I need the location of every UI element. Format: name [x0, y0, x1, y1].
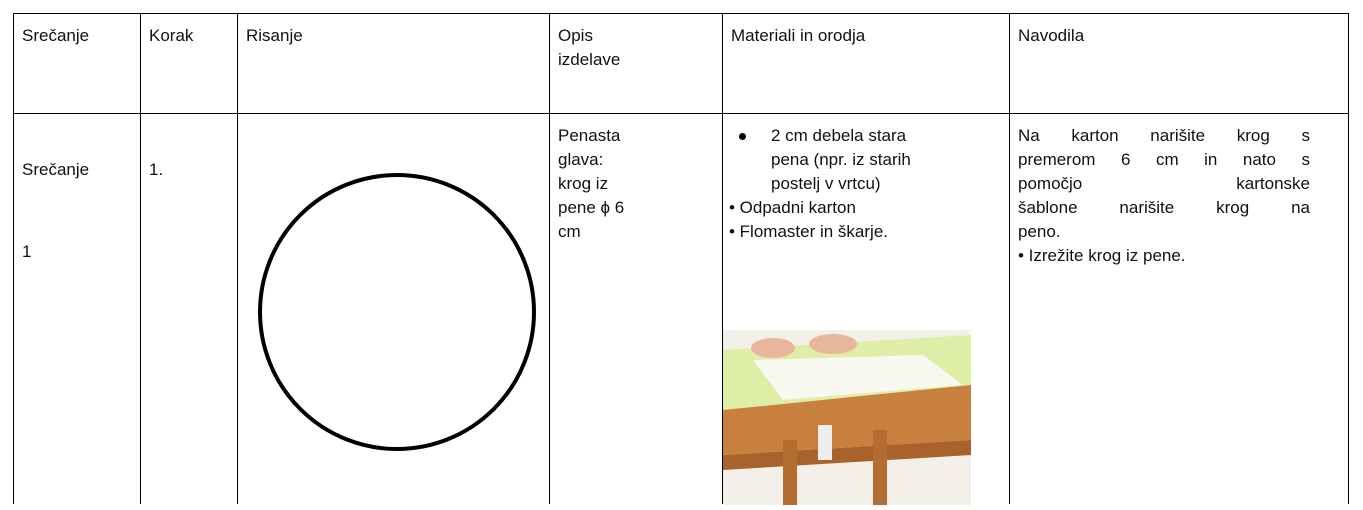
- body-cell: [237, 113, 549, 504]
- cell-text: pena (npr. iz starih: [771, 150, 911, 169]
- body-cell: Penasta glava: krog iz pene ϕ 6 cm: [549, 113, 722, 504]
- cell-text: cm: [558, 222, 581, 241]
- cell-text: Penasta: [558, 126, 621, 145]
- body-cell: 1.: [140, 113, 237, 504]
- header-cell: Risanje: [237, 13, 549, 113]
- header-cell: Navodila: [1009, 13, 1349, 113]
- header-text: Navodila: [1018, 26, 1085, 45]
- cell-text: krog iz: [558, 174, 609, 193]
- cell-text: Na karton narišite krog s: [1018, 126, 1310, 145]
- body-cell: Srečanje 1: [13, 113, 140, 504]
- cell-text: • Flomaster in škarje.: [729, 222, 888, 241]
- header-text: Korak: [149, 26, 194, 45]
- photo: [723, 330, 971, 505]
- header-text: Srečanje: [22, 26, 90, 45]
- cell-text: šablone narišite krog na: [1018, 198, 1310, 217]
- header-cell: Materiali in orodja: [722, 13, 1009, 113]
- cell-text: postelj v vrtcu): [771, 174, 881, 193]
- circle: [258, 173, 536, 451]
- cell-text: 1.: [149, 160, 164, 179]
- cell-text: Srečanje: [22, 160, 90, 179]
- cell-text: • Izrežite krog iz pene.: [1018, 246, 1186, 265]
- list-item: 2 cm debela stara pena (npr. iz starih p…: [729, 124, 1001, 196]
- drawing: [258, 173, 536, 451]
- cell-text: 2 cm debela stara: [771, 126, 907, 145]
- cell-text: pene ϕ 6: [558, 198, 625, 217]
- body-cell: Na karton narišite krog s premerom 6 cm …: [1009, 113, 1349, 504]
- cell-text: • Odpadni karton: [729, 198, 856, 217]
- paragraph: Na karton narišite krog s premerom 6 cm …: [1018, 124, 1310, 244]
- header-cell: Srečanje: [13, 13, 140, 113]
- header-text: Materiali in orodja: [731, 26, 866, 45]
- header-text: Opis izdelave: [558, 26, 621, 69]
- body-cell: 2 cm debela stara pena (npr. iz starih p…: [722, 113, 1009, 505]
- header-cell: Opis izdelave: [549, 13, 722, 113]
- cell-text: glava:: [558, 150, 604, 169]
- header-cell: Korak: [140, 13, 237, 113]
- cell-text: 1: [22, 242, 32, 261]
- cell-text: premerom 6 cm in nato s: [1018, 150, 1310, 169]
- cell-text: pomočjo kartonske: [1018, 174, 1310, 193]
- header-text: Risanje: [246, 26, 303, 45]
- cell-text: peno.: [1018, 222, 1061, 241]
